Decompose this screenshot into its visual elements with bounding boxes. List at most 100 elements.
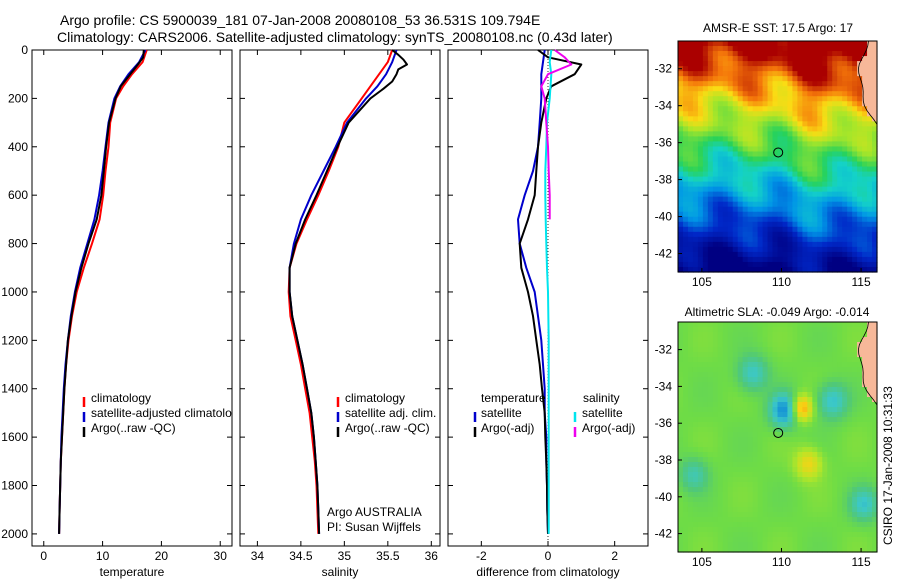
map-cell <box>678 186 684 193</box>
map-cell <box>697 141 704 148</box>
map-cell <box>827 66 833 72</box>
map-cell <box>757 437 764 443</box>
map-cell <box>807 517 813 523</box>
map-cell <box>792 337 798 343</box>
map-cell <box>802 332 808 338</box>
map-cell <box>807 372 813 378</box>
map-cell <box>747 96 754 102</box>
map-cell <box>792 527 798 533</box>
map-cell <box>757 261 764 268</box>
map-cell <box>707 487 714 493</box>
map-cell <box>737 392 744 398</box>
map-cell <box>732 146 739 153</box>
map-cell <box>712 412 719 418</box>
map-cell <box>787 191 794 198</box>
map-cell <box>782 452 789 458</box>
map-cell <box>682 327 689 333</box>
map-cell <box>807 221 813 228</box>
map-cell <box>852 332 858 338</box>
map-cell <box>817 422 823 428</box>
map-cell <box>842 141 848 148</box>
map-cell <box>772 532 779 538</box>
map-cell <box>757 497 764 503</box>
map-cell <box>872 377 878 383</box>
map-cell <box>792 322 798 328</box>
map-cell <box>852 206 858 213</box>
map-cell <box>797 96 803 102</box>
map-cell <box>687 452 694 458</box>
map-cell <box>737 71 744 77</box>
map-cell <box>792 362 798 368</box>
map-cell <box>817 161 823 168</box>
map-cell <box>692 357 699 363</box>
map-cell <box>842 422 848 428</box>
map-cell <box>687 547 694 553</box>
map-cell <box>847 462 853 468</box>
map-cell <box>847 417 853 423</box>
map-cell <box>787 477 794 483</box>
map-cell <box>727 412 734 418</box>
map-cell <box>857 352 863 358</box>
map-cell <box>707 542 714 548</box>
map-cell <box>772 96 779 102</box>
map-cell <box>687 86 694 92</box>
map-cell <box>712 151 719 158</box>
map-cell <box>842 477 848 483</box>
map-cell <box>762 106 769 112</box>
map-cell <box>678 221 684 228</box>
map-cell <box>777 141 784 148</box>
map-cell <box>787 261 794 268</box>
map-cell <box>822 357 828 363</box>
map-cell <box>782 96 789 102</box>
map-cell <box>678 407 684 413</box>
map-cell <box>847 472 853 478</box>
map-cell <box>692 347 699 353</box>
map-cell <box>872 407 878 413</box>
map-cell <box>802 502 808 508</box>
map-cell <box>727 96 734 102</box>
map-cell <box>697 236 704 243</box>
map-cell <box>787 141 794 148</box>
map-cell <box>678 41 684 47</box>
map-cell <box>872 61 878 67</box>
map-cell <box>857 96 863 102</box>
map-cell <box>752 221 759 228</box>
map-cell <box>752 176 759 183</box>
map-cell <box>772 161 779 168</box>
map-cell <box>847 507 853 513</box>
map-cell <box>727 41 734 47</box>
map-cell <box>692 206 699 213</box>
map-cell <box>832 111 838 117</box>
map-cell <box>777 71 784 77</box>
map-cell <box>772 241 779 248</box>
map-cell <box>812 146 818 153</box>
map-cell <box>747 231 754 238</box>
map-cell <box>697 372 704 378</box>
map-cell <box>737 196 744 203</box>
map-cell <box>682 497 689 503</box>
map-cell <box>717 547 724 553</box>
map-cell <box>757 191 764 198</box>
map-cell <box>722 387 729 393</box>
map-cell <box>762 71 769 77</box>
map-cell <box>867 492 873 498</box>
map-cell <box>702 256 709 263</box>
map-cell <box>847 201 853 208</box>
map-cell <box>792 141 798 148</box>
map-cell <box>717 432 724 438</box>
map-cell <box>712 171 719 178</box>
map-cell <box>697 191 704 198</box>
lon-tick-label: 115 <box>852 555 871 569</box>
map-cell <box>742 532 749 538</box>
map-cell <box>857 387 863 393</box>
map-cell <box>782 347 789 353</box>
map-cell <box>692 417 699 423</box>
map-cell <box>722 261 729 268</box>
map-cell <box>722 352 729 358</box>
map-cell <box>697 211 704 218</box>
map-cell <box>707 186 714 193</box>
map-cell <box>747 387 754 393</box>
map-cell <box>737 101 744 107</box>
map-cell <box>872 327 878 333</box>
